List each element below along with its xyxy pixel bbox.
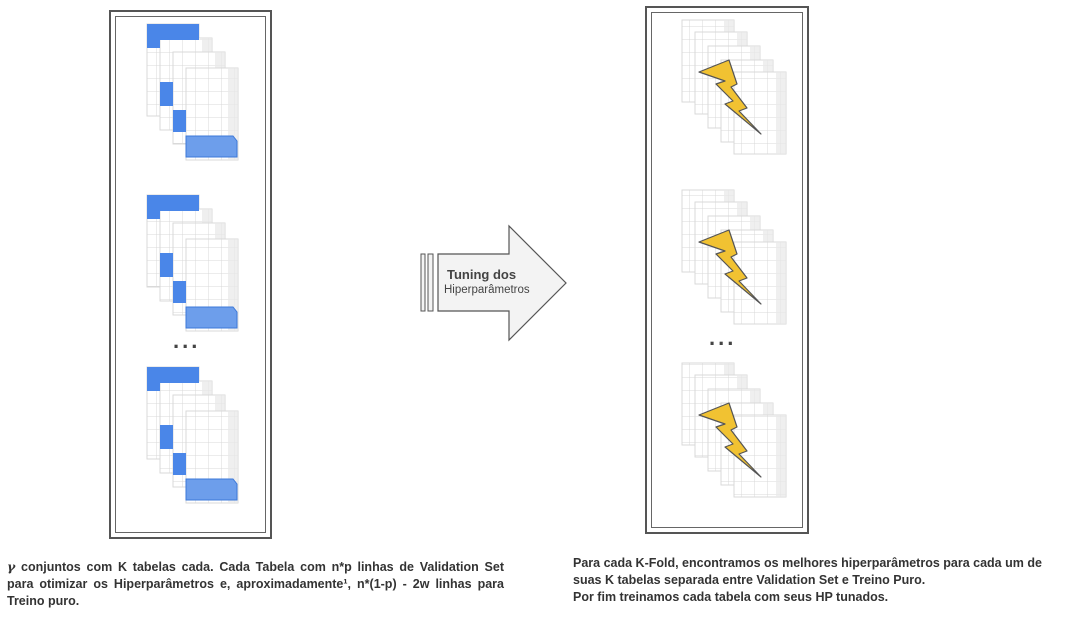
right-caption-line1: Para cada K-Fold, encontramos os melhore… — [573, 556, 1042, 587]
table-sheet-edge — [228, 239, 238, 331]
arrow-label-line2: Hiperparâmetros — [444, 284, 530, 296]
validation-block — [173, 110, 186, 132]
validation-block — [147, 24, 160, 48]
left-stack-2 — [146, 194, 239, 332]
arrow-body — [437, 224, 567, 342]
tuning-arrow — [420, 224, 567, 342]
gamma-symbol: γ — [7, 559, 16, 574]
table-sheet-edge — [776, 242, 786, 324]
table-sheet-edge — [776, 415, 786, 497]
validation-header — [160, 367, 199, 383]
lightning-bolt-icon — [698, 59, 762, 135]
validation-block — [173, 453, 186, 475]
validation-header — [160, 195, 199, 211]
right-panel — [645, 6, 809, 534]
left-ellipsis: ... — [173, 328, 201, 353]
right-caption: Para cada K-Fold, encontramos os melhore… — [573, 555, 1073, 606]
right-panel-inner-border — [651, 12, 803, 528]
validation-block — [160, 253, 173, 277]
validation-block — [160, 82, 173, 106]
train-block — [185, 478, 238, 501]
arrow-tail-bar-2 — [427, 253, 434, 312]
validation-header — [160, 24, 199, 40]
left-panel-inner-border — [115, 16, 266, 533]
table-sheet-edge — [228, 411, 238, 503]
left-caption-text: conjuntos com K tabelas cada. Cada Tabel… — [7, 560, 504, 608]
lightning-bolt-icon — [698, 229, 762, 305]
validation-block — [160, 425, 173, 449]
right-stack-2 — [681, 189, 787, 325]
left-panel — [109, 10, 272, 539]
left-caption: γ conjuntos com K tabelas cada. Cada Tab… — [7, 558, 504, 610]
lightning-bolt-icon — [698, 402, 762, 478]
validation-block — [147, 367, 160, 391]
validation-block — [147, 195, 160, 219]
validation-block — [173, 281, 186, 303]
right-ellipsis: ... — [709, 325, 737, 350]
train-block — [185, 306, 238, 329]
right-table-stacks — [681, 19, 787, 498]
right-caption-line2: Por fim treinamos cada tabela com seus H… — [573, 590, 889, 604]
left-stack-3 — [146, 366, 239, 504]
arrow-label-line1: Tuning dos — [447, 267, 517, 282]
table-sheet-edge — [228, 68, 238, 160]
left-stack-1 — [146, 23, 239, 161]
right-stack-1 — [681, 19, 787, 155]
table-sheet-edge — [776, 72, 786, 154]
left-table-stacks — [146, 23, 239, 504]
arrow-tail-bar-1 — [420, 253, 426, 312]
train-block — [185, 135, 238, 158]
right-stack-3 — [681, 362, 787, 498]
